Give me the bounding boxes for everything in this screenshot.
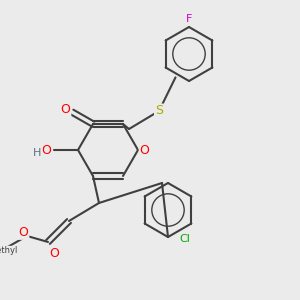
Text: O: O — [49, 248, 59, 260]
Text: O: O — [19, 226, 28, 239]
Text: O: O — [42, 143, 51, 157]
Text: methyl: methyl — [0, 247, 18, 256]
Text: Cl: Cl — [179, 234, 190, 244]
Text: S: S — [155, 104, 163, 118]
Text: H: H — [33, 148, 42, 158]
Text: O: O — [61, 103, 70, 116]
Text: O: O — [140, 143, 149, 157]
Text: F: F — [186, 14, 192, 25]
